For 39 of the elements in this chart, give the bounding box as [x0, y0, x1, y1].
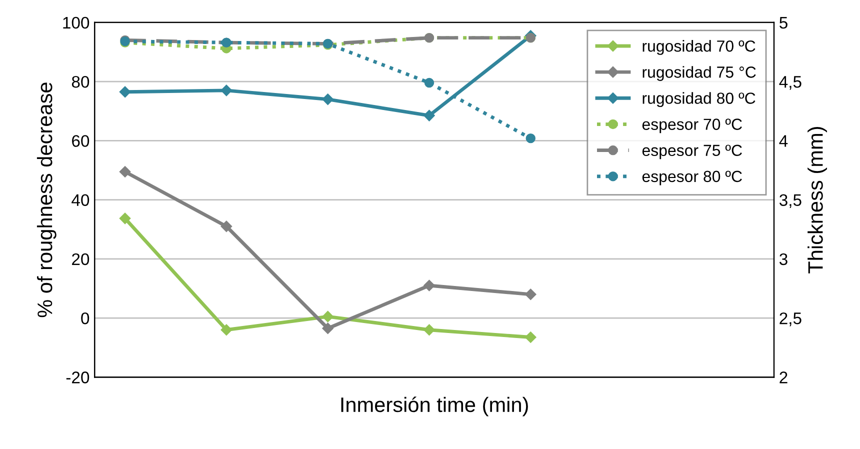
point — [119, 86, 131, 98]
point — [220, 324, 232, 336]
y-tick-label: 20 — [72, 253, 90, 266]
legend-label: espesor 80 ºC — [642, 170, 742, 186]
y-tick-label: 60 — [72, 135, 90, 147]
point — [322, 94, 334, 105]
y2-axis-title: Thickness (mm) — [808, 127, 827, 274]
point — [424, 324, 435, 336]
point — [322, 310, 334, 322]
legend-label: rugosidad 75 °C — [642, 66, 756, 81]
y2-tick-label: 2,5 — [780, 312, 802, 326]
y2-tick-label: 5 — [780, 17, 788, 29]
point — [525, 288, 536, 300]
point — [220, 220, 232, 232]
y2-tick-label: 3 — [779, 253, 788, 266]
point — [119, 212, 131, 224]
point — [525, 332, 536, 343]
y-axis-title: % of roughness decrease — [36, 82, 56, 318]
y-tick-label: 80 — [72, 76, 90, 88]
legend-label: espesor 70 ºC — [642, 118, 742, 134]
y-tick-label: 40 — [72, 194, 90, 206]
point — [322, 322, 334, 334]
point — [424, 280, 435, 292]
y2-tick-label: 2 — [780, 372, 788, 384]
y2-tick-label: 4,5 — [779, 76, 802, 90]
legend-label: rugosidad 70 ºC — [642, 40, 756, 55]
y2-tick-label: 4 — [779, 135, 788, 147]
y-tick-label: -20 — [66, 372, 90, 384]
y-tick-label: 0 — [81, 312, 90, 324]
x-axis-title: Inmersión time (min) — [341, 396, 528, 416]
y-tick-label: 100 — [63, 16, 90, 29]
point — [424, 78, 434, 88]
y2-tick-label: 3,5 — [779, 194, 802, 208]
point — [424, 110, 435, 122]
point — [526, 133, 536, 144]
legend-label: rugosidad 80 ºC — [642, 92, 756, 108]
point — [220, 84, 232, 96]
point — [119, 166, 131, 178]
legend-label: espesor 75 ºC — [642, 144, 742, 160]
